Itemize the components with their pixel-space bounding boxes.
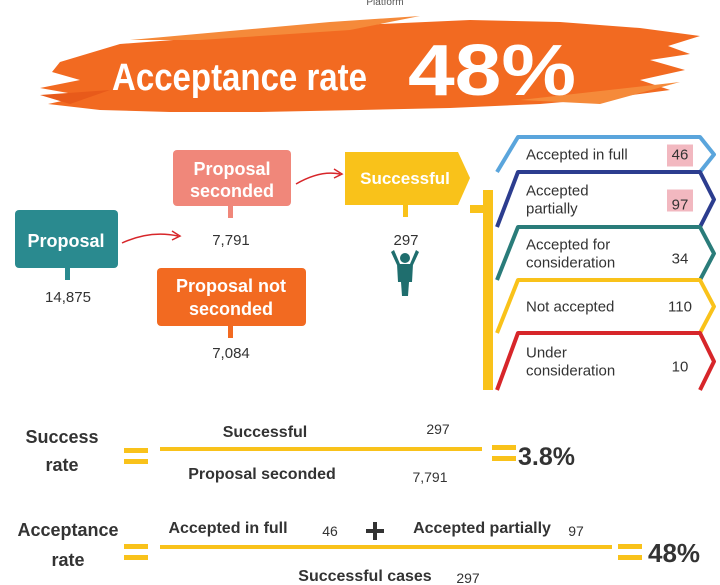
outcome-chevron: [495, 135, 716, 174]
term: 97: [568, 523, 584, 539]
formula-label: Acceptance: [17, 520, 118, 540]
top-text: Platform: [366, 0, 403, 8]
formula-label: Success: [25, 427, 98, 447]
flow: Proposal 14,875 Proposal seconded 7,791 …: [15, 150, 493, 390]
outcome-chevron: [495, 331, 716, 391]
outcome-chevron: [495, 170, 716, 228]
formula-label: rate: [45, 455, 78, 475]
term: 46: [322, 523, 338, 539]
count-highlight: [667, 144, 693, 167]
formula-label: rate: [51, 550, 84, 570]
denominator-label: Successful cases: [298, 568, 432, 585]
outcome-count: 110: [668, 299, 692, 316]
successful-label: Successful: [360, 169, 450, 188]
proposal-label: Proposal: [27, 231, 104, 251]
banner-rate: 48%: [408, 31, 576, 111]
outcome-count: 46: [672, 147, 689, 164]
outcome-label: Not accepted: [526, 299, 614, 316]
outcome-label: consideration: [526, 363, 615, 380]
result: 48%: [648, 538, 700, 568]
not-seconded-count: 7,084: [212, 345, 250, 362]
seconded-box: [173, 150, 291, 206]
not-seconded-label: seconded: [189, 299, 273, 319]
denominator: 7,791: [412, 469, 447, 485]
outcome-label: consideration: [526, 255, 615, 272]
proposal-count: 14,875: [45, 289, 91, 306]
not-seconded-label: Proposal not: [176, 276, 286, 296]
seconded-count: 7,791: [212, 232, 250, 249]
outcome-label: Accepted for: [526, 237, 610, 254]
outcome-label: Accepted in full: [526, 147, 628, 164]
proposal-box: [15, 210, 118, 268]
seconded-label: seconded: [190, 181, 274, 201]
numerator-label: Successful: [223, 424, 307, 441]
denominator-label: Proposal seconded: [188, 466, 336, 483]
outcome-label: Under: [526, 345, 567, 362]
term-label: Accepted in full: [168, 520, 287, 537]
count-highlight: [667, 189, 693, 212]
successful-count: 297: [393, 232, 418, 249]
banner: Acceptance rate 48%: [40, 16, 700, 112]
result: 3.8%: [518, 443, 575, 471]
outcome-chevron: [495, 225, 716, 281]
numerator: 297: [426, 421, 450, 437]
outcome-label: partially: [526, 201, 578, 218]
outcome-count: 97: [672, 197, 689, 214]
banner-title: Acceptance rate: [112, 57, 367, 99]
outcome-count: 34: [672, 251, 689, 268]
acceptance-rate-formula: Acceptance rate Accepted in full 46 Acce…: [17, 520, 700, 585]
success-rate-formula: Success rate Successful 297 Proposal sec…: [25, 421, 575, 485]
bracket: [483, 190, 493, 390]
seconded-label: Proposal: [193, 159, 270, 179]
denominator: 297: [456, 570, 480, 585]
not-seconded-box: [157, 268, 306, 326]
person-icon: [391, 250, 419, 296]
outcome-label: Accepted: [526, 183, 589, 200]
outcome-chevron: [495, 278, 716, 334]
outcome-count: 10: [672, 359, 689, 376]
term-label: Accepted partially: [413, 520, 551, 537]
successful-box: [345, 152, 470, 205]
